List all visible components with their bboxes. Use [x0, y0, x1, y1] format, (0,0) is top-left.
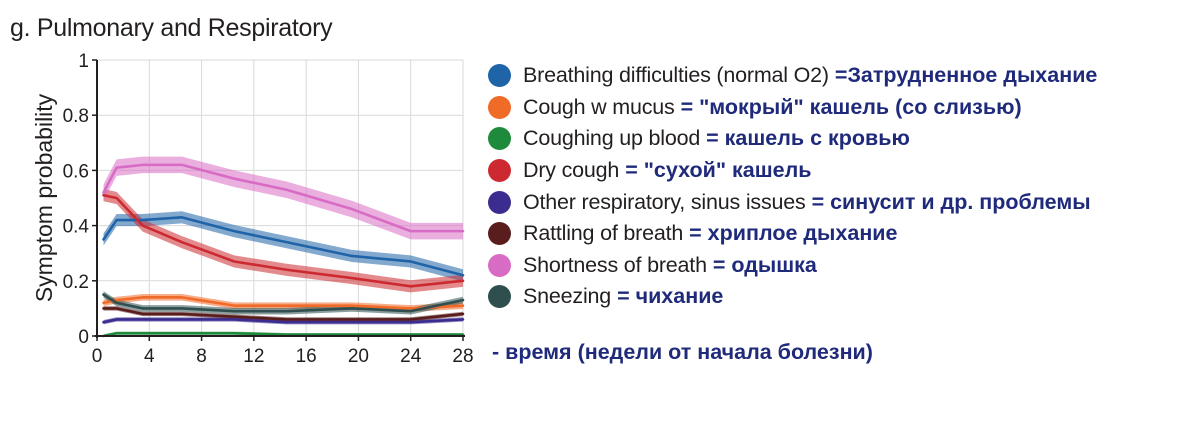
legend-swatch	[488, 285, 511, 309]
legend-label: Sneezing	[523, 284, 612, 309]
x-tick-label: 16	[296, 346, 317, 367]
plot-area: 0 4 8 12 16 20 24 28 0 0.2 0.4 0.6 0.8 1 Symptom proba…	[31, 51, 474, 367]
legend-label: Breathing difficulties (normal O2)	[523, 63, 829, 88]
legend-swatch	[488, 127, 511, 151]
legend-item: Other respiratory, sinus issues = синусит…	[488, 186, 1097, 218]
y-axis-label: Symptom probability	[31, 93, 57, 302]
legend-translation: = хриплое дыхание	[689, 221, 898, 246]
legend: Breathing difficulties (normal O2) =Затру…	[488, 60, 1097, 313]
legend-translation: = "мокрый" кашель (со слизью)	[680, 94, 1022, 119]
series-line-0	[102, 216, 465, 277]
legend-swatch	[488, 190, 511, 214]
legend-label: Cough w mucus	[523, 94, 675, 119]
axes: 0 4 8 12 16 20 24 28 0 0.2 0.4 0.6 0.8 1 Symptom proba…	[31, 51, 474, 367]
y-tick-label: 1	[78, 51, 89, 72]
y-tick-label: 0.2	[63, 272, 89, 293]
legend-item: Breathing difficulties (normal O2) =Затру…	[488, 60, 1097, 92]
legend-item: Dry cough = "сухой" кашель	[488, 155, 1097, 187]
legend-item: Rattling of breath = хриплое дыхание	[488, 218, 1097, 250]
y-tick-label: 0.8	[63, 106, 89, 127]
legend-swatch	[488, 64, 511, 88]
series-band-0	[103, 211, 464, 282]
chart-title: g. Pulmonary and Respiratory	[10, 14, 333, 42]
legend-label: Coughing up blood	[523, 126, 701, 151]
legend-swatch	[488, 253, 511, 277]
legend-translation: = кашель с кровью	[706, 126, 910, 151]
x-tick-label: 8	[196, 346, 207, 367]
legend-swatch	[488, 95, 511, 119]
legend-translation: = одышка	[712, 252, 817, 277]
time-note: - время (недели от начала болезни)	[492, 340, 873, 364]
series-line-3	[102, 193, 465, 288]
legend-label: Rattling of breath	[523, 221, 684, 246]
legend-label: Other respiratory, sinus issues	[523, 189, 806, 214]
legend-translation: =Затрудненное дыхание	[834, 63, 1098, 88]
series-band-6	[103, 156, 464, 240]
x-tick-label: 28	[452, 346, 473, 367]
legend-translation: = "сухой" кашель	[625, 158, 812, 183]
legend-swatch	[488, 222, 511, 246]
legend-translation: = синусит и др. проблемы	[811, 189, 1091, 214]
y-tick-label: 0.6	[63, 161, 89, 182]
series-band-5	[103, 306, 464, 322]
series-line-5	[102, 307, 465, 321]
legend-item: Shortness of breath = одышка	[488, 250, 1097, 282]
x-tick-label: 24	[400, 346, 422, 367]
y-tick-label: 0.4	[63, 217, 90, 238]
legend-translation: = чихание	[617, 284, 724, 309]
x-tick-label: 0	[92, 346, 103, 367]
series-line-6	[102, 163, 465, 233]
series-line-1	[102, 296, 465, 310]
legend-item: Sneezing = чихание	[488, 281, 1097, 313]
x-tick-label: 20	[348, 346, 369, 367]
series-line-2	[102, 331, 465, 338]
y-tick-label: 0	[78, 327, 89, 348]
legend-item: Coughing up blood = кашель с кровью	[488, 123, 1097, 155]
legend-label: Shortness of breath	[523, 252, 707, 277]
legend-label: Dry cough	[523, 158, 620, 183]
series-lines	[102, 163, 465, 338]
x-tick-label: 12	[243, 346, 264, 367]
x-tick-label: 4	[144, 346, 155, 367]
legend-swatch	[488, 159, 511, 183]
legend-item: Cough w mucus = "мокрый" кашель (со слизь…	[488, 92, 1097, 124]
series-line-4	[102, 318, 465, 324]
series-line-7	[102, 293, 465, 313]
